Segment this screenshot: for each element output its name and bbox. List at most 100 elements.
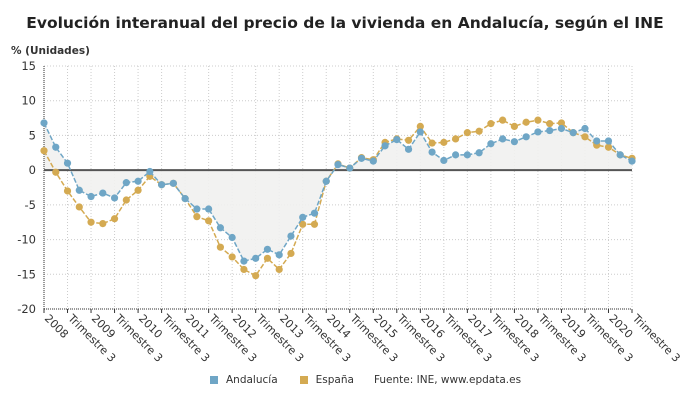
data-point-andalucia bbox=[158, 181, 166, 189]
data-point-espana bbox=[110, 215, 119, 223]
data-point-andalucia bbox=[463, 151, 471, 159]
chart-title: Evolución interanual del precio de la vi… bbox=[26, 14, 664, 32]
data-point-espana bbox=[275, 265, 283, 274]
legend-label-andalucia: Andalucía bbox=[226, 374, 278, 386]
data-point-andalucia bbox=[287, 232, 295, 240]
data-point-andalucia bbox=[240, 257, 248, 265]
y-tick-label: 15 bbox=[21, 59, 36, 73]
data-point-espana bbox=[452, 135, 460, 143]
data-point-andalucia bbox=[416, 128, 424, 136]
data-point-andalucia bbox=[593, 137, 601, 145]
data-point-espana bbox=[499, 116, 507, 124]
data-point-andalucia bbox=[75, 186, 83, 194]
legend: Andalucía España Fuente: INE, www.epdata… bbox=[210, 374, 521, 386]
data-point-espana bbox=[87, 218, 95, 226]
data-point-andalucia bbox=[616, 151, 624, 159]
data-point-andalucia bbox=[63, 159, 72, 167]
data-point-andalucia bbox=[369, 157, 377, 165]
legend-swatch-andalucia bbox=[210, 376, 218, 384]
data-point-andalucia bbox=[228, 233, 236, 242]
data-point-andalucia bbox=[428, 148, 436, 156]
data-point-andalucia bbox=[216, 224, 224, 232]
data-point-andalucia bbox=[40, 119, 48, 127]
data-point-espana bbox=[475, 127, 483, 135]
data-point-espana bbox=[52, 168, 60, 176]
data-point-andalucia bbox=[346, 164, 354, 172]
data-point-espana bbox=[134, 186, 142, 194]
data-point-espana bbox=[287, 249, 295, 258]
data-point-espana bbox=[510, 122, 518, 131]
legend-label-espana: España bbox=[315, 374, 354, 386]
data-point-espana bbox=[228, 253, 236, 261]
y-tick-label: 10 bbox=[21, 94, 36, 108]
data-point-andalucia bbox=[581, 124, 589, 133]
data-point-andalucia bbox=[487, 140, 495, 148]
data-point-andalucia bbox=[263, 245, 272, 253]
data-point-andalucia bbox=[87, 192, 95, 201]
data-point-andalucia bbox=[110, 194, 119, 202]
data-point-andalucia bbox=[604, 137, 613, 145]
data-point-espana bbox=[40, 147, 48, 155]
data-point-espana bbox=[581, 133, 589, 141]
data-point-andalucia bbox=[146, 167, 154, 176]
data-point-andalucia bbox=[499, 135, 507, 143]
x-tick-label: 2008 bbox=[42, 312, 71, 341]
y-tick-label: -15 bbox=[17, 267, 36, 281]
data-point-espana bbox=[534, 116, 542, 124]
data-point-andalucia bbox=[181, 195, 189, 203]
data-point-andalucia bbox=[628, 157, 636, 165]
data-point-andalucia bbox=[534, 128, 542, 136]
data-point-andalucia bbox=[357, 154, 366, 162]
data-point-andalucia bbox=[52, 143, 60, 151]
data-point-espana bbox=[557, 119, 566, 127]
data-point-andalucia bbox=[452, 151, 460, 159]
data-point-espana bbox=[299, 220, 307, 228]
y-axis-label: % (Unidades) bbox=[11, 45, 90, 57]
data-point-andalucia bbox=[193, 205, 201, 213]
data-point-espana bbox=[604, 143, 613, 151]
data-point-espana bbox=[310, 220, 319, 228]
data-point-andalucia bbox=[510, 138, 518, 146]
data-point-espana bbox=[99, 220, 107, 228]
data-point-andalucia bbox=[522, 133, 530, 141]
data-point-andalucia bbox=[322, 177, 330, 185]
data-point-espana bbox=[240, 265, 248, 274]
data-point-espana bbox=[193, 213, 201, 221]
data-point-andalucia bbox=[275, 251, 283, 259]
y-tick-label: -20 bbox=[17, 302, 36, 316]
source-note: Fuente: INE, www.epdata.es bbox=[373, 374, 522, 386]
data-point-andalucia bbox=[134, 177, 142, 185]
data-point-andalucia bbox=[169, 179, 177, 187]
y-tick-label: -10 bbox=[17, 233, 36, 247]
data-point-espana bbox=[546, 120, 554, 128]
y-tick-label: -5 bbox=[25, 198, 36, 212]
data-point-andalucia bbox=[310, 209, 319, 217]
data-point-andalucia bbox=[440, 156, 448, 165]
area-fill bbox=[44, 122, 632, 262]
data-point-andalucia bbox=[205, 205, 213, 213]
data-point-andalucia bbox=[299, 213, 307, 221]
data-point-espana bbox=[263, 254, 272, 262]
data-point-andalucia bbox=[546, 126, 554, 135]
data-point-espana bbox=[522, 118, 530, 126]
data-point-andalucia bbox=[475, 149, 483, 157]
y-tick-label: 5 bbox=[29, 128, 36, 142]
data-point-andalucia bbox=[404, 145, 413, 153]
data-point-andalucia bbox=[99, 189, 107, 197]
legend-swatch-espana bbox=[299, 376, 308, 384]
data-point-espana bbox=[122, 196, 130, 204]
data-point-andalucia bbox=[122, 179, 130, 187]
data-point-andalucia bbox=[393, 135, 401, 144]
data-point-espana bbox=[252, 272, 260, 280]
data-point-espana bbox=[487, 120, 495, 128]
x-tick-label: Trimestre 3 bbox=[629, 311, 683, 365]
data-point-espana bbox=[463, 129, 471, 137]
data-point-espana bbox=[428, 139, 436, 147]
data-point-espana bbox=[404, 136, 413, 144]
data-point-andalucia bbox=[381, 142, 389, 150]
data-point-andalucia bbox=[569, 129, 577, 137]
data-point-andalucia bbox=[557, 124, 566, 133]
data-point-espana bbox=[216, 243, 224, 251]
